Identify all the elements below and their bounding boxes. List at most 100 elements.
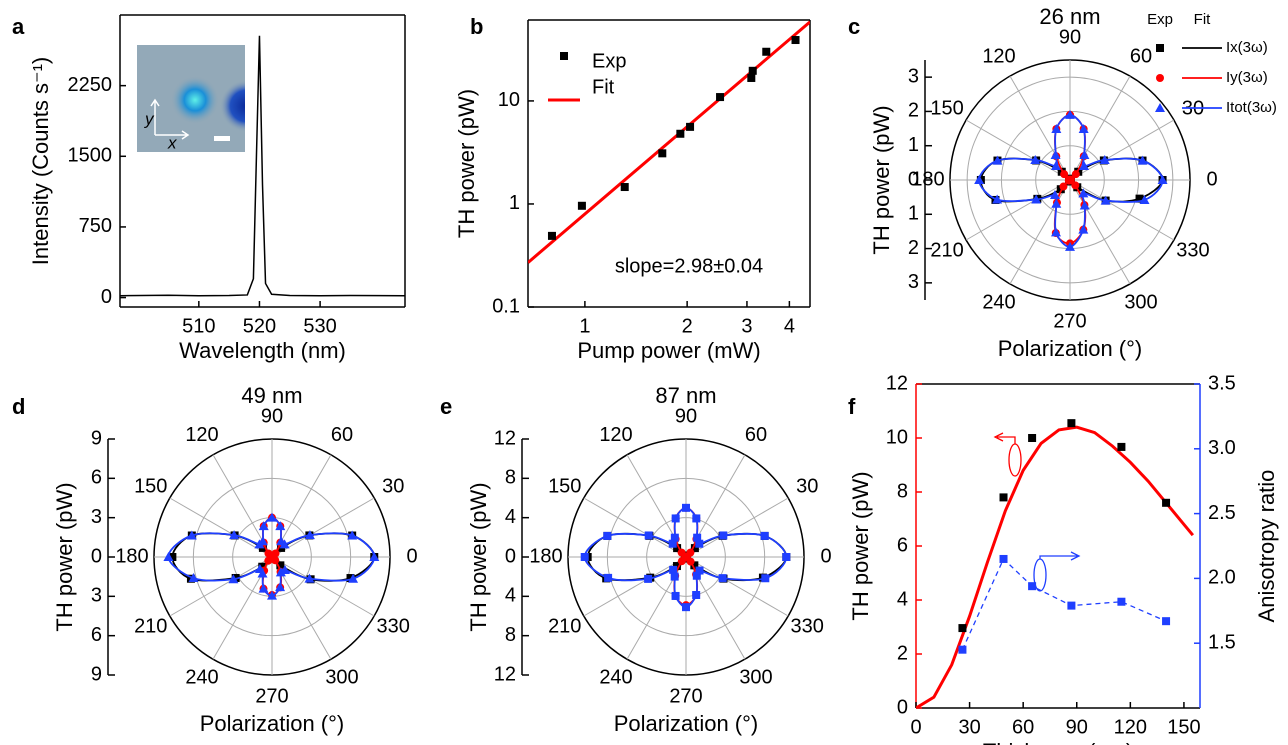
grid-spoke	[685, 556, 789, 617]
grid-spoke	[1009, 75, 1071, 181]
data-point	[1066, 176, 1074, 184]
angle-label: 240	[185, 667, 218, 689]
legend-label: Iy(3ω)	[1226, 69, 1268, 86]
radial-tick-label: 3	[91, 506, 102, 528]
data-point	[369, 552, 380, 561]
angle-label: 210	[134, 615, 167, 637]
arrow-ellipse	[1008, 443, 1022, 477]
grid-spoke	[1069, 119, 1175, 181]
angle-label: 0	[406, 545, 417, 567]
angle-label: 270	[255, 685, 288, 707]
angle-label: 270	[1053, 310, 1086, 332]
data-point	[268, 553, 276, 561]
data-point	[254, 539, 265, 549]
data-point	[1079, 200, 1090, 210]
data-line	[120, 35, 405, 297]
data-line	[528, 20, 810, 264]
y-axis-title: TH power (pW)	[454, 89, 479, 238]
data-point	[791, 36, 800, 45]
data-point	[644, 574, 653, 583]
data-point	[1117, 597, 1126, 606]
data-point	[304, 530, 315, 540]
data-point	[1100, 195, 1111, 205]
data-point	[604, 573, 613, 582]
data-point	[1078, 123, 1089, 133]
y-tick-label: 0.1	[492, 295, 520, 317]
data-point	[690, 561, 699, 570]
data-point	[275, 521, 286, 531]
x-axis-title: Wavelength (nm)	[179, 338, 346, 363]
data-point	[695, 539, 704, 548]
data-point	[670, 572, 679, 581]
data-point	[603, 531, 612, 540]
legend-label: Exp	[592, 50, 626, 72]
angle-label: 0	[1206, 168, 1217, 190]
data-point	[692, 590, 701, 599]
radial-tick-label: 3	[908, 271, 919, 293]
x-tick-label: 60	[1012, 716, 1034, 738]
radial-tick-label: 6	[91, 624, 102, 646]
grid-spoke	[169, 497, 273, 558]
radial-tick-label: 9	[91, 427, 102, 449]
data-point	[1162, 498, 1171, 507]
data-point	[1117, 442, 1126, 451]
angle-label: 90	[675, 405, 697, 427]
data-point	[347, 530, 358, 540]
y2-tick-label: 2.0	[1208, 567, 1236, 589]
data-point	[682, 553, 690, 561]
radial-tick-label: 6	[91, 467, 102, 489]
grid-spoke	[685, 497, 789, 558]
data-point	[999, 493, 1008, 502]
data-point	[1157, 175, 1168, 184]
data-point	[692, 514, 701, 523]
y-tick-label: 1500	[68, 145, 113, 167]
angle-label: 150	[548, 475, 581, 497]
y-tick-label: 1	[509, 192, 520, 214]
y-axis-title: TH power (pW)	[52, 482, 77, 631]
x-tick-label: 4	[784, 315, 795, 337]
data-point	[580, 553, 589, 561]
data-point	[348, 573, 359, 583]
y-axis-title: TH power (pW)	[869, 105, 894, 254]
data-line	[961, 557, 1167, 650]
data-point	[1067, 601, 1076, 610]
y-tick-label: 0	[101, 286, 112, 308]
inset-spot	[220, 80, 245, 132]
x-tick-label: 3	[741, 315, 752, 337]
angle-label: 210	[548, 615, 581, 637]
y-axis-title: TH power (pW)	[466, 482, 491, 631]
angle-label: 60	[1130, 45, 1152, 67]
grid-spoke	[1069, 75, 1131, 181]
data-point	[1162, 617, 1171, 626]
data-point	[1137, 155, 1148, 165]
data-point	[258, 521, 269, 531]
data-point	[1050, 150, 1061, 160]
scale-bar	[214, 136, 230, 141]
y2-axis-title: Anisotropy ratio	[1254, 470, 1279, 623]
x-tick-label: 520	[243, 315, 276, 337]
x-tick-label: 510	[182, 315, 215, 337]
radial-tick-label: 1	[908, 203, 919, 225]
data-point	[1071, 170, 1080, 179]
angle-label: 0	[820, 545, 831, 567]
data-line	[916, 425, 1195, 708]
legend-label: Itot(3ω)	[1226, 99, 1277, 116]
data-point	[999, 554, 1008, 563]
legend-label: Fit	[592, 76, 615, 98]
data-point	[692, 571, 701, 580]
data-point	[1051, 123, 1062, 133]
radial-tick-label: 0	[505, 545, 516, 567]
arrow	[993, 432, 1016, 444]
data-point	[276, 536, 287, 546]
data-point	[1049, 190, 1060, 200]
data-point	[669, 565, 678, 574]
y2-tick-label: 1.5	[1208, 631, 1236, 653]
y-tick-label: 12	[886, 372, 908, 394]
y-axis-title: TH power (pW)	[848, 471, 873, 620]
x-axis-title: Polarization (°)	[614, 711, 759, 736]
data-point	[668, 539, 677, 548]
panel-label: d	[12, 394, 25, 419]
data-point	[760, 531, 769, 540]
radial-tick-label: 9	[91, 663, 102, 685]
y-tick-label: 8	[897, 480, 908, 502]
